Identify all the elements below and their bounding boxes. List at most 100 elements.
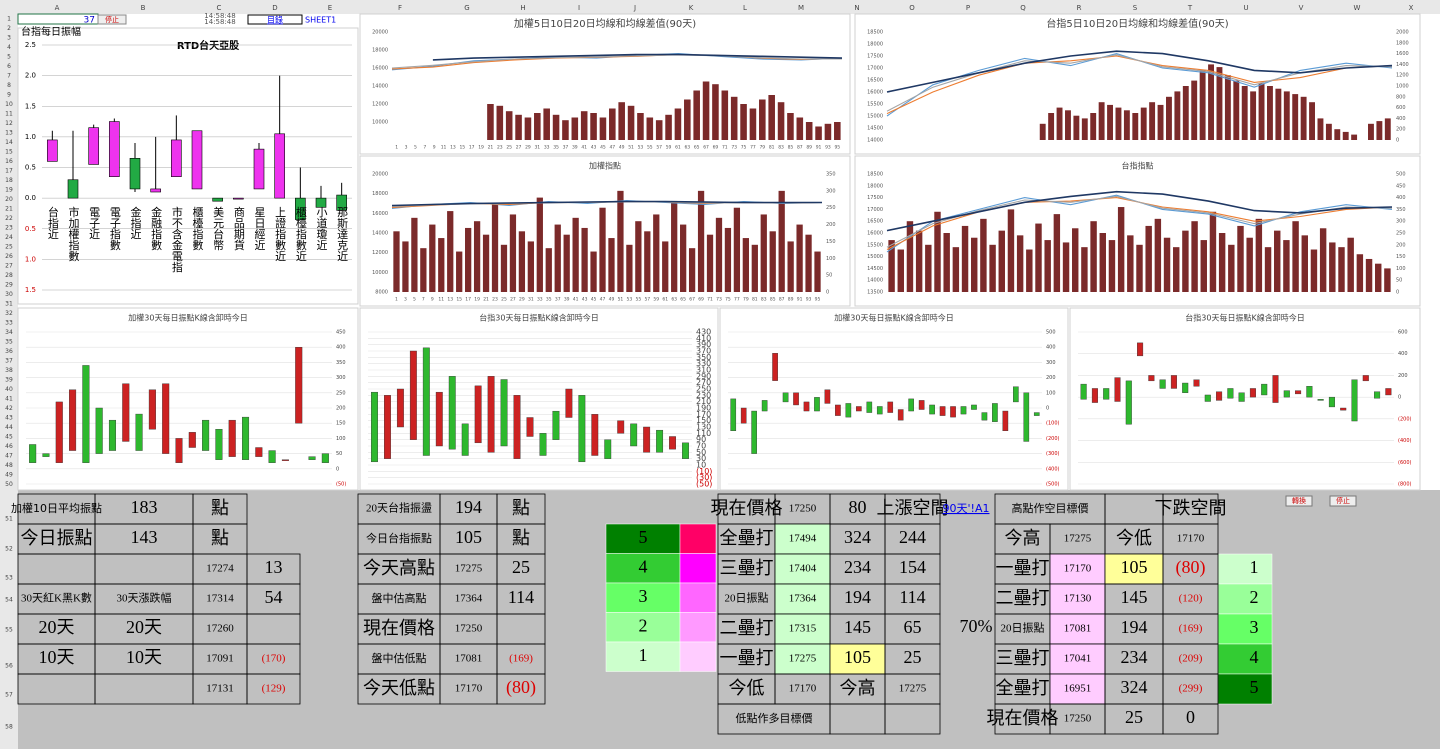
candle-body: [887, 401, 894, 413]
candle-body: [435, 391, 443, 447]
candle-body: [1002, 410, 1009, 432]
x-tick-label: 5: [414, 145, 417, 151]
bar: [769, 231, 776, 292]
table-cell: [1049, 613, 1106, 645]
chart-subtitle: RTD台天亞股: [177, 39, 240, 52]
row-number: 13: [5, 130, 13, 137]
bar: [1384, 118, 1391, 140]
table-text: 今日振點: [21, 528, 93, 549]
row-number: 33: [5, 320, 13, 327]
button-box[interactable]: [1285, 495, 1313, 507]
column-letter: S: [1133, 4, 1138, 12]
x-tick-label: 1: [395, 145, 398, 151]
bar: [1292, 221, 1299, 292]
x-tick-label: 57: [656, 145, 662, 151]
y2-tick-label: 1400: [1396, 62, 1409, 68]
table-text: 17315: [789, 623, 817, 635]
candle-body: [591, 414, 599, 456]
candle-body: [1159, 379, 1166, 389]
link[interactable]: 90天'!A1: [943, 502, 990, 515]
chart-title: 台指30天每日振點K線含卸時今日: [1185, 313, 1304, 323]
x-tick-label: 3: [405, 145, 408, 151]
table-text: 145: [1121, 587, 1148, 607]
y-tick-label: 0.5: [25, 225, 36, 233]
x-tick-label: 73: [716, 297, 722, 303]
table-text: 一壘打: [996, 558, 1050, 579]
button-box[interactable]: [1329, 495, 1357, 507]
sheet-name[interactable]: SHEET1: [305, 16, 336, 25]
x-tick-label: 電子近: [88, 206, 101, 239]
row-header: [0, 0, 18, 749]
y2-tick-label: 200: [1396, 242, 1406, 248]
bar: [617, 190, 624, 292]
bar: [715, 217, 723, 292]
bar: [1117, 207, 1125, 292]
table-text: (169): [509, 653, 533, 665]
x-tick-label: 市不含金電指: [170, 205, 183, 273]
level-cell: [1217, 673, 1273, 705]
stop-button[interactable]: 停止: [105, 15, 119, 24]
table-text: 25: [904, 647, 922, 667]
candle-body: [740, 407, 747, 424]
y-tick-label: 10000: [372, 270, 388, 276]
toc-link[interactable]: 目錄: [267, 15, 283, 25]
level-number: 4: [639, 557, 648, 577]
column-letter: C: [217, 4, 222, 12]
level-cell: [1217, 583, 1273, 615]
level-number: 1: [1250, 557, 1259, 577]
y-tick-label: 250: [696, 385, 711, 394]
row-number: 50: [5, 481, 13, 488]
button[interactable]: 停止: [1336, 496, 1350, 505]
bar: [447, 211, 454, 292]
candle-body: [1272, 375, 1279, 403]
stop-btn-box[interactable]: [97, 14, 127, 25]
x-tick-label: 43: [591, 145, 597, 151]
row-number: 25: [5, 244, 13, 251]
table-text: 13: [265, 557, 283, 577]
table-text: 17275: [899, 683, 927, 695]
candle-body: [1204, 394, 1211, 402]
x-tick-label: 23: [497, 145, 503, 151]
x-tick-label: 23: [492, 297, 498, 303]
candle-body: [321, 453, 329, 463]
bar: [1149, 102, 1156, 140]
table-text: 20日振點: [725, 591, 769, 605]
x-tick-label: 87: [797, 145, 803, 151]
x-tick-label: 29: [525, 145, 531, 151]
y-tick-label: (400): [1046, 466, 1059, 472]
candle-body: [814, 397, 820, 412]
y-tick-label: 190: [696, 404, 711, 413]
y2-tick-label: 50: [826, 273, 832, 279]
table-text: 17274: [206, 563, 234, 575]
candle-body: [255, 447, 263, 457]
y-tick-label: (10): [696, 467, 712, 476]
candle-body: [461, 423, 469, 456]
bar: [590, 113, 597, 140]
y2-tick-label: 250: [826, 205, 836, 211]
bar: [706, 234, 714, 292]
y-tick-label: 430: [696, 328, 711, 337]
y-tick-label: 350: [696, 353, 711, 362]
level-cell: [605, 612, 681, 643]
bar: [777, 102, 785, 140]
y-tick-label: (50): [696, 480, 712, 489]
x-tick-label: 71: [722, 145, 728, 151]
candle-body: [1227, 388, 1234, 399]
candle-body: [135, 413, 143, 451]
y-tick-label: 17000: [867, 66, 883, 72]
table-text: 全壘打: [996, 678, 1050, 699]
table-cell: [1049, 643, 1106, 675]
x-tick-label: 85: [770, 297, 776, 303]
table-text: 17131: [206, 683, 234, 695]
bar: [697, 190, 705, 292]
candle-body: [669, 436, 677, 450]
x-tick-label: 1: [395, 297, 398, 303]
table-text: 今天低點: [363, 678, 435, 699]
table-text: 低點作多目標價: [736, 711, 813, 725]
bar: [411, 217, 418, 292]
bar: [1115, 107, 1122, 140]
y-tick-label: 170: [696, 410, 711, 419]
y-tick-label: 50: [336, 451, 342, 457]
bar: [1209, 211, 1217, 292]
button[interactable]: 轉換: [1292, 496, 1306, 505]
